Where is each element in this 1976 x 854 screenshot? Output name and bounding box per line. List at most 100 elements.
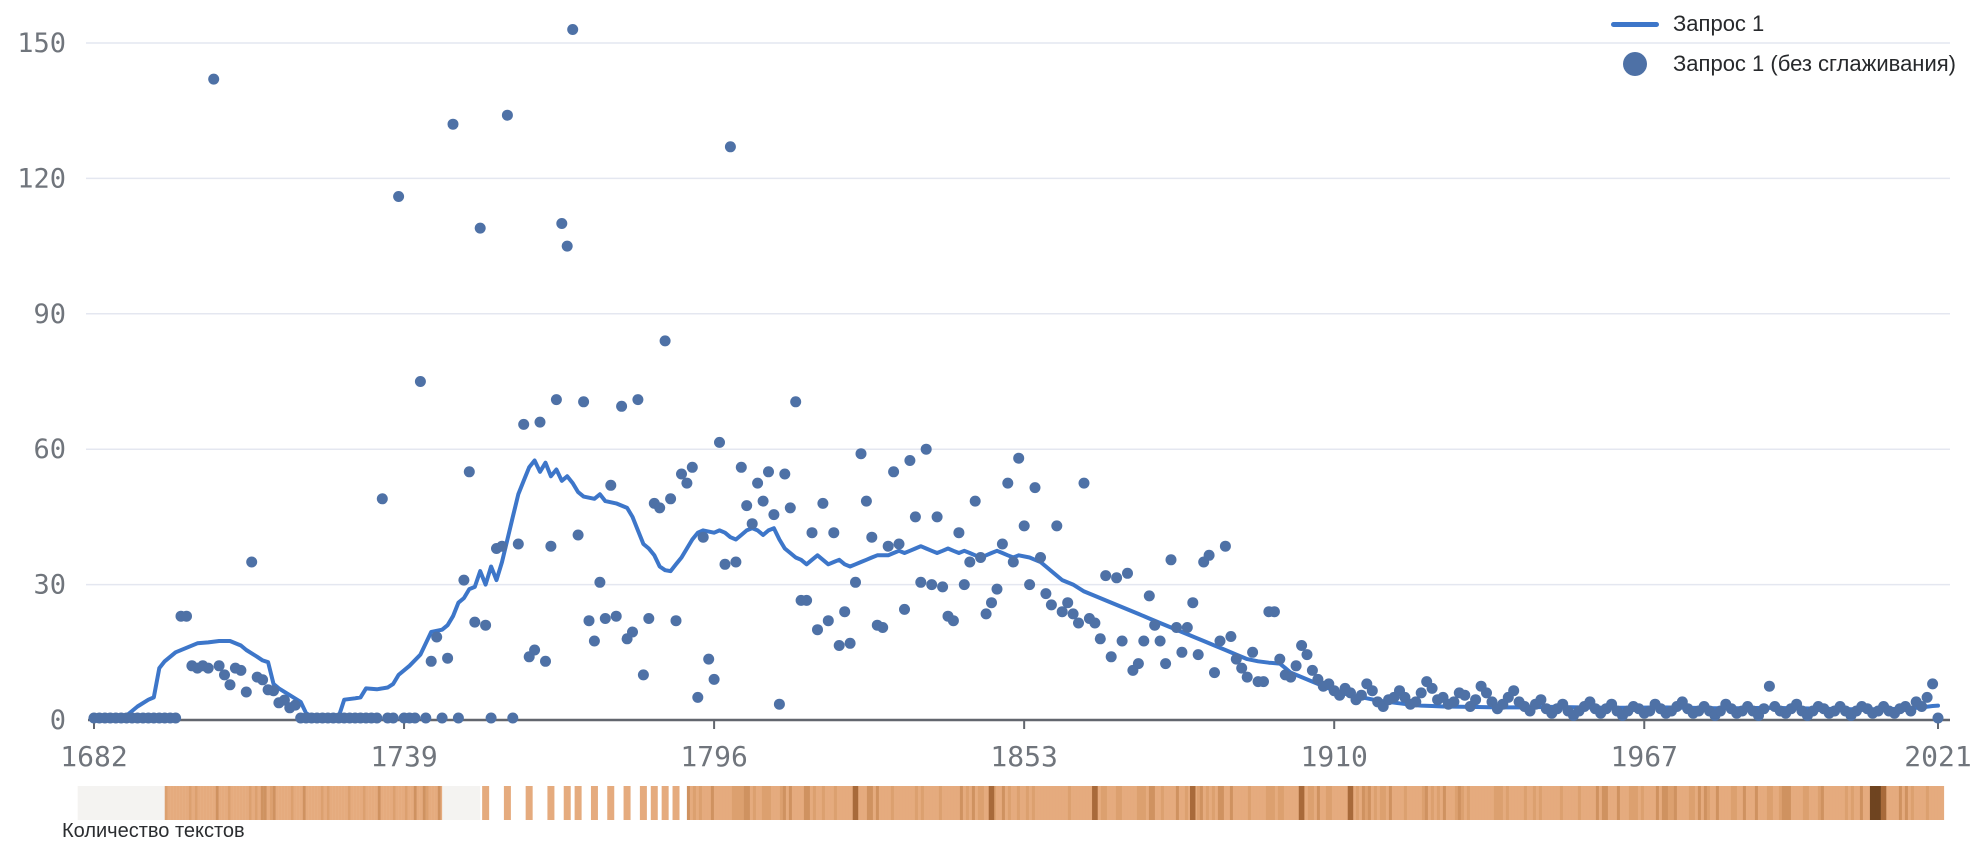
raw-data-point[interactable] <box>393 191 405 202</box>
legend-item-smoothed[interactable]: Запрос 1 <box>1611 11 1956 36</box>
raw-data-point[interactable] <box>289 699 301 711</box>
raw-data-point[interactable] <box>817 497 829 509</box>
raw-data-point[interactable] <box>414 376 426 387</box>
raw-data-point[interactable] <box>1285 671 1297 683</box>
raw-data-point[interactable] <box>1927 678 1939 690</box>
raw-data-point[interactable] <box>926 579 938 591</box>
raw-data-point[interactable] <box>627 626 638 638</box>
raw-data-point[interactable] <box>1002 477 1014 489</box>
raw-data-point[interactable] <box>1481 687 1492 699</box>
raw-data-point[interactable] <box>458 574 470 586</box>
raw-data-point[interactable] <box>213 660 225 672</box>
raw-data-point[interactable] <box>975 552 987 563</box>
raw-data-point[interactable] <box>996 538 1008 550</box>
raw-data-point[interactable] <box>1247 646 1259 658</box>
raw-data-point[interactable] <box>735 461 747 473</box>
raw-data-point[interactable] <box>1916 701 1928 712</box>
raw-data-point[interactable] <box>1296 640 1308 651</box>
raw-data-point[interactable] <box>219 669 230 681</box>
raw-data-point[interactable] <box>1154 635 1166 647</box>
raw-data-point[interactable] <box>806 527 818 539</box>
raw-data-point[interactable] <box>594 576 606 588</box>
raw-data-point[interactable] <box>1024 579 1036 591</box>
raw-data-point[interactable] <box>1143 590 1155 602</box>
raw-data-point[interactable] <box>1138 635 1150 647</box>
raw-data-point[interactable] <box>1290 660 1302 672</box>
raw-data-point[interactable] <box>964 556 976 568</box>
raw-data-point[interactable] <box>947 615 959 627</box>
raw-data-point[interactable] <box>246 556 258 568</box>
raw-data-point[interactable] <box>822 615 834 627</box>
raw-data-point[interactable] <box>409 712 421 724</box>
raw-data-point[interactable] <box>1187 597 1199 609</box>
raw-data-point[interactable] <box>1209 667 1220 679</box>
raw-data-point[interactable] <box>1448 696 1460 708</box>
raw-data-point[interactable] <box>1470 694 1482 706</box>
raw-data-point[interactable] <box>708 673 720 685</box>
raw-data-point[interactable] <box>512 538 524 550</box>
raw-data-point[interactable] <box>986 597 997 609</box>
raw-data-point[interactable] <box>1116 635 1128 647</box>
raw-data-point[interactable] <box>866 531 878 543</box>
raw-data-point[interactable] <box>1078 477 1090 489</box>
raw-data-point[interactable] <box>882 540 894 552</box>
raw-data-point[interactable] <box>1758 703 1770 715</box>
raw-data-point[interactable] <box>1007 556 1019 568</box>
raw-data-point[interactable] <box>686 461 698 473</box>
raw-data-point[interactable] <box>578 396 590 408</box>
raw-data-point[interactable] <box>463 466 475 478</box>
raw-data-point[interactable] <box>953 527 965 539</box>
raw-data-point[interactable] <box>839 606 851 618</box>
raw-data-point[interactable] <box>773 698 785 710</box>
raw-data-point[interactable] <box>1230 653 1242 665</box>
raw-data-point[interactable] <box>719 558 731 570</box>
raw-data-point[interactable] <box>1029 482 1041 494</box>
raw-data-point[interactable] <box>474 222 486 234</box>
raw-data-point[interactable] <box>1355 689 1367 701</box>
raw-data-point[interactable] <box>1932 712 1944 724</box>
raw-data-point[interactable] <box>1410 696 1422 708</box>
raw-data-point[interactable] <box>828 527 840 539</box>
raw-data-point[interactable] <box>1508 685 1520 697</box>
raw-data-point[interactable] <box>860 495 872 507</box>
raw-data-point[interactable] <box>1459 689 1471 701</box>
raw-data-point[interactable] <box>779 468 791 480</box>
raw-data-point[interactable] <box>757 495 769 507</box>
raw-data-point[interactable] <box>1921 691 1933 703</box>
raw-data-point[interactable] <box>1056 606 1068 618</box>
raw-data-point[interactable] <box>643 613 655 624</box>
raw-data-point[interactable] <box>376 493 388 505</box>
raw-data-point[interactable] <box>1062 597 1074 609</box>
raw-data-point[interactable] <box>170 712 182 724</box>
raw-data-point[interactable] <box>469 616 481 628</box>
raw-data-point[interactable] <box>915 576 927 588</box>
raw-data-point[interactable] <box>920 443 932 455</box>
raw-data-point[interactable] <box>257 674 269 686</box>
text-count-density-strip[interactable] <box>77 786 1945 820</box>
raw-data-point[interactable] <box>801 594 813 606</box>
raw-data-point[interactable] <box>670 615 682 627</box>
raw-data-point[interactable] <box>278 694 290 706</box>
raw-data-point[interactable] <box>1122 567 1133 579</box>
raw-data-point[interactable] <box>833 640 845 651</box>
raw-data-point[interactable] <box>545 540 557 552</box>
raw-data-point[interactable] <box>659 335 671 347</box>
raw-data-point[interactable] <box>1100 570 1112 582</box>
raw-data-point[interactable] <box>681 477 693 489</box>
raw-data-point[interactable] <box>529 644 541 656</box>
raw-data-point[interactable] <box>518 418 530 430</box>
raw-data-point[interactable] <box>431 631 443 643</box>
raw-data-point[interactable] <box>588 635 600 647</box>
raw-data-point[interactable] <box>1018 520 1030 532</box>
raw-data-point[interactable] <box>1214 635 1226 647</box>
raw-data-point[interactable] <box>665 493 677 505</box>
raw-data-point[interactable] <box>1535 694 1547 706</box>
raw-data-point[interactable] <box>969 495 981 507</box>
raw-data-point[interactable] <box>746 518 758 530</box>
raw-data-point[interactable] <box>1089 617 1101 629</box>
raw-data-point[interactable] <box>561 240 573 252</box>
raw-data-point[interactable] <box>1763 680 1775 692</box>
raw-data-point[interactable] <box>909 511 921 523</box>
raw-data-point[interactable] <box>855 448 867 460</box>
raw-data-point[interactable] <box>224 679 236 691</box>
